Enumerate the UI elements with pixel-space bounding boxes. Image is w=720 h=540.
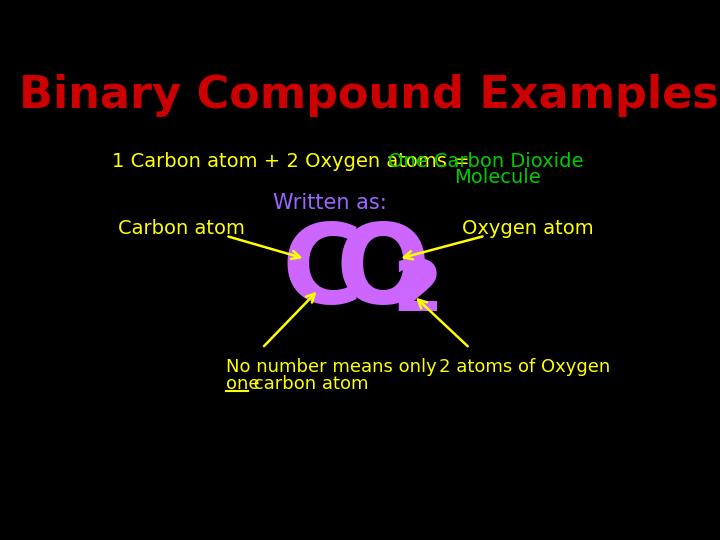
Text: one: one (225, 375, 259, 393)
Text: No number means only: No number means only (225, 357, 436, 376)
Text: 2 atoms of Oxygen: 2 atoms of Oxygen (438, 357, 610, 376)
Text: C: C (282, 219, 364, 326)
Text: carbon atom: carbon atom (248, 375, 369, 393)
Text: Molecule: Molecule (454, 168, 541, 187)
Text: Carbon atom: Carbon atom (118, 219, 245, 238)
Text: Written as:: Written as: (274, 193, 387, 213)
Text: 2: 2 (392, 258, 442, 327)
Text: One Carbon Dioxide: One Carbon Dioxide (388, 152, 584, 171)
Text: O: O (336, 219, 431, 326)
Text: 1 Carbon atom + 2 Oxygen atoms =: 1 Carbon atom + 2 Oxygen atoms = (112, 152, 476, 171)
Text: Oxygen atom: Oxygen atom (462, 219, 594, 238)
Text: Binary Compound Examples: Binary Compound Examples (19, 74, 719, 117)
